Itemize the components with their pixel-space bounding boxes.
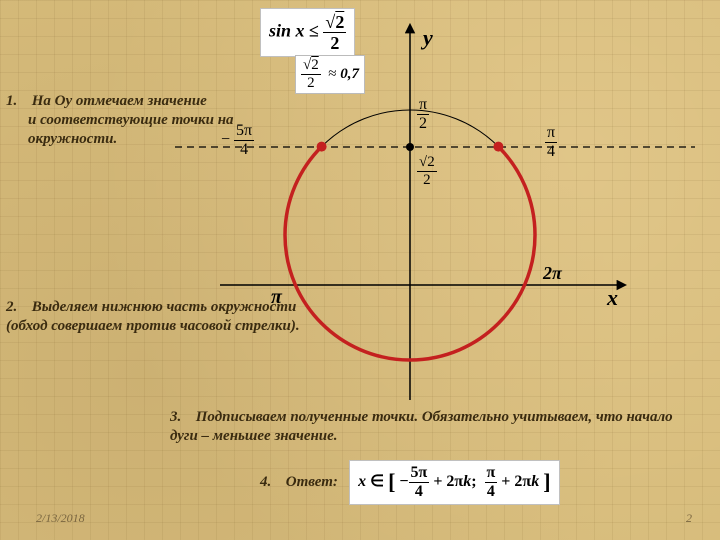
slide-page-number: 2 bbox=[686, 511, 692, 526]
point-center-on-axis bbox=[406, 143, 414, 151]
label-pi-over-2: π2 bbox=[417, 97, 457, 137]
slide-date: 2/13/2018 bbox=[36, 511, 85, 526]
y-axis-label: y bbox=[420, 25, 433, 50]
step-4: 4. Ответ: x ∈ [ −5π4 + 2πk; π4 + 2πk ] bbox=[260, 460, 560, 505]
x-axis-label: x bbox=[606, 285, 618, 310]
step-4-text: Ответ: bbox=[286, 474, 338, 490]
label-minus-5pi-over-4: − 5π4 bbox=[221, 123, 285, 167]
step-2-num: 2. bbox=[6, 298, 28, 317]
point-right bbox=[493, 142, 503, 152]
answer-formula: x ∈ [ −5π4 + 2πk; π4 + 2πk ] bbox=[349, 460, 559, 505]
unit-circle-diagram: y x π2 π 2π π4 − 5π4 √22 bbox=[155, 5, 715, 425]
point-left bbox=[317, 142, 327, 152]
label-pi-over-4: π4 bbox=[545, 125, 585, 167]
annotation-approx-box: √22 ≈ 0,7 bbox=[295, 55, 405, 99]
slide-content: sin x ≤ √22 1. На Оy отмечаем значение и… bbox=[0, 0, 720, 540]
label-2pi: 2π bbox=[542, 263, 563, 283]
label-sqrt2-over-2-axis: √22 bbox=[417, 155, 467, 199]
step-1-num: 1. bbox=[6, 92, 28, 111]
step-4-num: 4. bbox=[260, 473, 282, 492]
label-pi: π bbox=[271, 286, 283, 308]
